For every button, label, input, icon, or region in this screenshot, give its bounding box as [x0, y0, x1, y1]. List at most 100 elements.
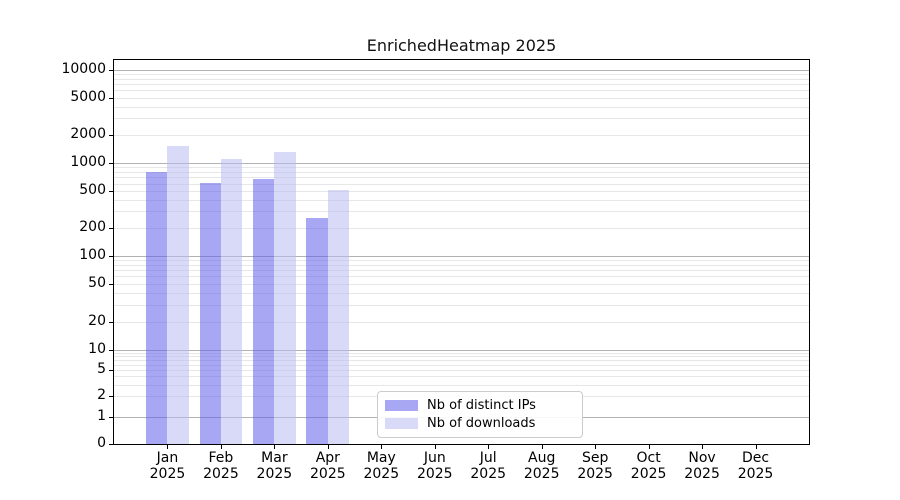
xtick-label: Mar 2025 — [256, 450, 293, 482]
ytick-mark — [109, 321, 113, 323]
gridline-minor — [114, 376, 809, 378]
ytick-mark — [109, 370, 113, 372]
legend-row: Nb of downloads — [385, 416, 574, 431]
ytick-label: 5000 — [70, 88, 106, 105]
gridline-minor — [114, 360, 809, 362]
ytick-mark — [109, 416, 113, 418]
ytick-label: 1000 — [70, 154, 106, 171]
gridline-minor — [114, 106, 809, 108]
ytick-mark — [109, 283, 113, 285]
gridline-minor — [114, 183, 809, 185]
xtick-label: Aug 2025 — [523, 450, 560, 482]
gridline-minor — [114, 264, 809, 266]
ytick-mark — [109, 444, 113, 445]
xtick-mark — [434, 445, 436, 449]
legend-swatch — [385, 399, 418, 411]
legend-label: Nb of distinct IPs — [427, 397, 536, 413]
gridline-minor — [114, 134, 809, 136]
xtick-label: Oct 2025 — [630, 450, 667, 482]
bar-downloads-feb — [220, 158, 243, 444]
xtick-label: Dec 2025 — [737, 450, 774, 482]
xtick-label: Nov 2025 — [684, 450, 720, 482]
xtick-mark — [274, 445, 276, 449]
ytick-label: 500 — [79, 182, 106, 199]
gridline-minor — [114, 73, 809, 75]
gridline-minor — [114, 283, 809, 285]
ytick-label: 50 — [88, 275, 106, 292]
ytick-label: 100 — [79, 246, 106, 263]
gridline-major — [114, 255, 809, 257]
gridline-minor — [114, 171, 809, 173]
xtick-mark — [488, 445, 490, 449]
ytick-label: 10000 — [61, 60, 106, 77]
xtick-label: Sep 2025 — [577, 450, 613, 482]
ytick-label: 5 — [97, 361, 106, 378]
gridline-minor — [114, 97, 809, 99]
ytick-label: 2000 — [70, 126, 106, 143]
ytick-label: 10 — [88, 341, 106, 358]
ytick-mark — [109, 396, 113, 398]
xtick-mark — [755, 445, 757, 449]
bar-ips-apr — [306, 218, 328, 444]
xtick-label: Jul 2025 — [470, 450, 507, 482]
gridline-major — [114, 163, 809, 164]
bar-downloads-apr — [327, 189, 350, 444]
ytick-label: 0 — [97, 435, 106, 452]
gridline-minor — [114, 353, 809, 355]
xtick-mark — [167, 445, 169, 449]
bar-ips-jan — [146, 171, 168, 444]
xtick-mark — [595, 445, 597, 449]
gridline-minor — [114, 384, 809, 386]
ytick-mark — [109, 163, 113, 164]
legend: Nb of distinct IPs Nb of downloads — [377, 391, 583, 438]
bar-downloads-jan — [167, 145, 189, 444]
gridline-minor — [114, 370, 809, 372]
xtick-mark — [541, 445, 543, 449]
xtick-label: May 2025 — [363, 450, 400, 482]
gridline-minor — [114, 293, 809, 295]
ytick-mark — [109, 134, 113, 136]
ytick-label: 20 — [88, 312, 106, 329]
gridline-minor — [114, 118, 809, 120]
legend-label: Nb of downloads — [427, 416, 536, 432]
gridline-minor — [114, 167, 809, 169]
gridline-minor — [114, 364, 809, 366]
ytick-label: 200 — [79, 218, 106, 235]
xtick-mark — [702, 445, 704, 449]
gridline-minor — [114, 177, 809, 179]
gridline-minor — [114, 211, 809, 213]
xtick-label: Jun 2025 — [416, 450, 453, 482]
gridline-minor — [114, 83, 809, 85]
ytick-mark — [109, 255, 113, 257]
gridline-major — [114, 69, 809, 71]
ytick-label: 2 — [97, 387, 106, 404]
xtick-label: Apr 2025 — [310, 450, 346, 482]
xtick-mark — [327, 445, 329, 449]
gridline-minor — [114, 270, 809, 272]
legend-row: Nb of distinct IPs — [385, 398, 574, 413]
gridline-minor — [114, 321, 809, 323]
gridline-minor — [114, 276, 809, 278]
bar-ips-mar — [253, 178, 275, 444]
bar-ips-feb — [199, 183, 221, 444]
gridline-minor — [114, 199, 809, 201]
chart-title: EnrichedHeatmap 2025 — [366, 36, 557, 55]
ytick-mark — [109, 69, 113, 71]
gridline-minor — [114, 90, 809, 92]
gridline-minor — [114, 227, 809, 229]
ytick-mark — [109, 97, 113, 99]
ytick-mark — [109, 227, 113, 229]
plot-area — [113, 59, 810, 445]
ytick-mark — [109, 350, 113, 351]
gridline-minor — [114, 190, 809, 192]
xtick-mark — [648, 445, 650, 449]
bar-downloads-mar — [274, 151, 296, 444]
gridline-minor — [114, 356, 809, 358]
xtick-label: Feb 2025 — [203, 450, 239, 482]
gridline-minor — [114, 259, 809, 261]
legend-swatch — [385, 418, 418, 430]
ytick-mark — [109, 190, 113, 192]
gridline-minor — [114, 78, 809, 80]
ytick-label: 1 — [97, 407, 106, 424]
